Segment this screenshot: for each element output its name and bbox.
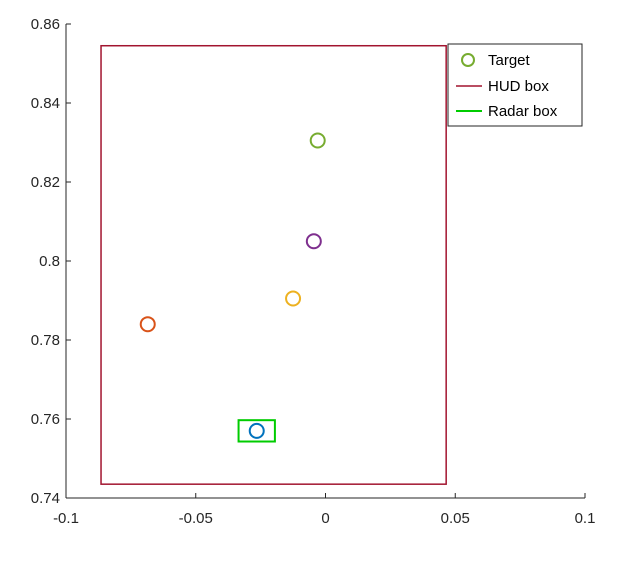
y-ticks: 0.74 0.76 0.78 0.8 0.82 0.84 0.86 xyxy=(31,16,71,507)
legend-hud-label: HUD box xyxy=(488,78,549,95)
legend-target-label: Target xyxy=(488,52,531,69)
plot-marks xyxy=(100,44,447,485)
y-tick-label: 0.84 xyxy=(31,95,60,112)
x-ticks: -0.1 -0.05 0 0.05 0.1 xyxy=(53,493,595,527)
y-tick-label: 0.86 xyxy=(31,16,60,33)
y-tick-label: 0.76 xyxy=(31,411,60,428)
target-marker xyxy=(285,290,302,307)
x-tick-label: -0.05 xyxy=(179,510,213,527)
legend: Target HUD box Radar box xyxy=(447,43,583,127)
target-marker xyxy=(309,132,326,149)
y-tick-label: 0.82 xyxy=(31,174,60,191)
target-marker xyxy=(305,233,322,250)
x-tick-label: -0.1 xyxy=(53,510,79,527)
target-marker xyxy=(248,422,265,439)
legend-frame xyxy=(447,43,583,127)
legend-target-marker xyxy=(461,53,475,67)
y-tick-label: 0.74 xyxy=(31,490,60,507)
hud-box xyxy=(100,44,447,485)
y-tick-label: 0.8 xyxy=(39,253,60,270)
radar-box xyxy=(237,419,276,443)
legend-radar-label: Radar box xyxy=(488,103,558,120)
x-tick-label: 0 xyxy=(321,510,329,527)
x-tick-label: 0.1 xyxy=(575,510,596,527)
axes: -0.1 -0.05 0 0.05 0.1 0.74 0.76 0.78 0.8 0.82 0.8… xyxy=(31,16,596,527)
y-tick-label: 0.78 xyxy=(31,332,60,349)
x-tick-label: 0.05 xyxy=(441,510,470,527)
target-marker xyxy=(139,316,156,333)
